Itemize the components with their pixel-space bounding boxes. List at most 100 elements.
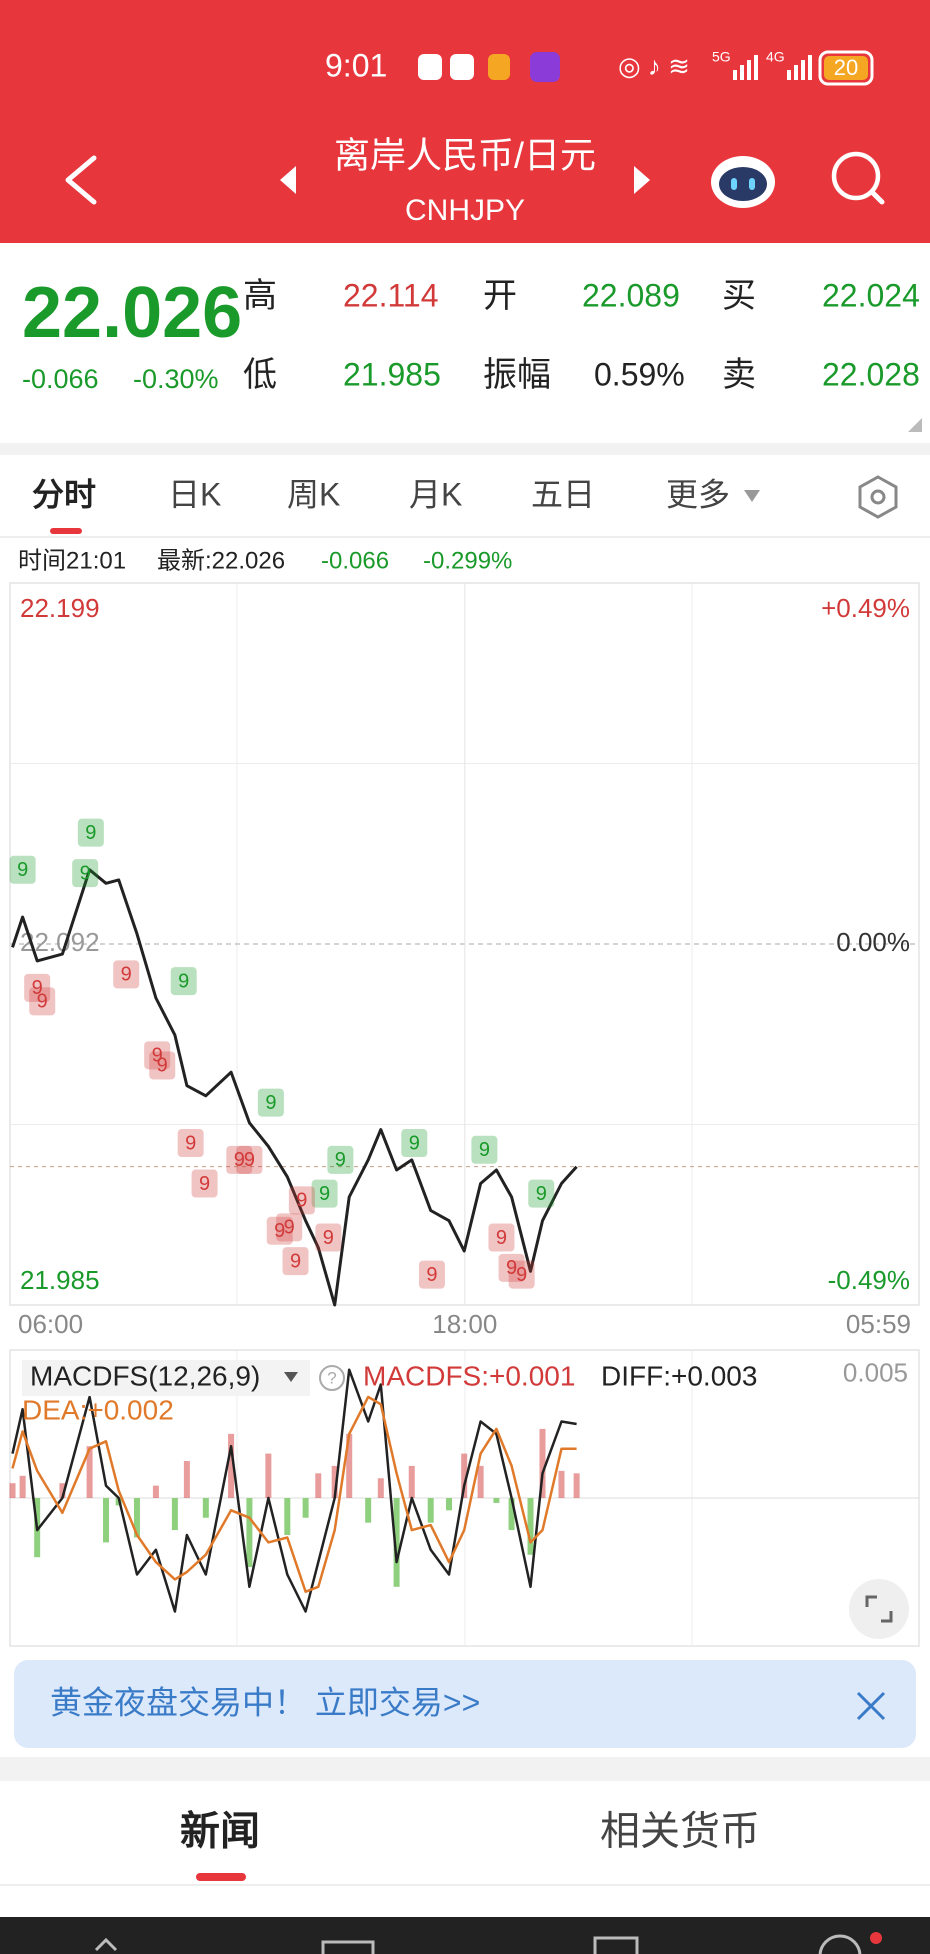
change-pct: -0.30%: [133, 364, 219, 394]
signal-badge: [72, 859, 99, 888]
bottom-tab[interactable]: 新闻: [180, 1810, 260, 1854]
signal-badge: [276, 1213, 303, 1242]
nav-icon[interactable]: [321, 1940, 375, 1954]
macd-bar: [103, 1498, 110, 1543]
signal-label: 9: [185, 1132, 196, 1154]
x-tick-label: 05:59: [846, 1309, 911, 1339]
signal-badge: [9, 855, 36, 884]
stat-value: 22.024: [822, 277, 920, 313]
macd-chart: 0.005: [9, 1358, 919, 1613]
tab[interactable]: 五日: [531, 476, 595, 512]
separator: [0, 443, 930, 455]
status-icon: [488, 54, 510, 80]
signal-label: 9: [479, 1139, 490, 1161]
expand-corner[interactable]: [908, 418, 922, 432]
macd-bar: [446, 1498, 453, 1511]
help-button[interactable]: [319, 1365, 345, 1391]
status-icon: ◎ ♪ ≋: [618, 51, 690, 81]
signal-label: 9: [506, 1257, 517, 1279]
next-button[interactable]: [634, 166, 650, 194]
signal-badge: [257, 1088, 284, 1117]
signal-badge: [77, 818, 104, 847]
signal-badge: [327, 1145, 354, 1174]
signal-badge: [288, 1186, 315, 1215]
signal-badge: [149, 1051, 176, 1080]
signal-label: 9: [17, 859, 28, 881]
fullscreen-button[interactable]: [849, 1579, 909, 1639]
status-icon: [530, 52, 560, 82]
tab[interactable]: 日K: [168, 476, 221, 512]
settings-button[interactable]: [858, 475, 898, 519]
bottom-nav: [0, 1917, 930, 1954]
tab[interactable]: 更多: [666, 476, 730, 512]
stat-label: 开: [483, 277, 517, 315]
stat-value: 22.028: [822, 356, 920, 392]
header-code: CNHJPY: [405, 194, 525, 227]
assistant-button[interactable]: [711, 156, 775, 208]
help-icon: ?: [327, 1368, 336, 1387]
macd-line: [11, 1395, 577, 1593]
macd-bar: [9, 1483, 16, 1498]
settings-icon: [870, 489, 886, 505]
y-tick-label: 22.199: [20, 593, 100, 623]
signal-label: 9: [284, 1217, 295, 1239]
macd-bar: [302, 1498, 309, 1518]
signal-label: 9: [85, 822, 96, 844]
separator: [0, 1757, 930, 1781]
bottom-tab[interactable]: 相关货币: [600, 1810, 760, 1854]
macd-bar: [377, 1478, 384, 1498]
macd-bar: [284, 1498, 291, 1535]
tab[interactable]: 分时: [32, 476, 96, 512]
banner[interactable]: [14, 1660, 916, 1748]
macd-bar: [346, 1433, 353, 1498]
signal-badge: [508, 1260, 535, 1289]
nav-icon[interactable]: [94, 1937, 118, 1952]
prev-button[interactable]: [280, 166, 296, 194]
macd-line: [11, 1368, 577, 1613]
signal-badge: [144, 1041, 171, 1070]
status-icon: [418, 54, 442, 80]
battery: [818, 50, 874, 86]
signal-badge: [311, 1179, 338, 1208]
signal-label: 9: [152, 1045, 163, 1067]
tab[interactable]: 月K: [409, 476, 462, 512]
tab[interactable]: 周K: [287, 476, 340, 512]
signal-label: 9: [426, 1264, 437, 1286]
status-icon: [450, 54, 474, 80]
banner-text[interactable]: 黄金夜盘交易中！ 立即交易>>: [50, 1684, 480, 1720]
search-button[interactable]: [831, 151, 885, 205]
macd-bar: [493, 1498, 500, 1503]
info-latest: 最新:22.026: [157, 547, 285, 574]
signal-label: 9: [178, 970, 189, 992]
signal-label: 9: [296, 1190, 307, 1212]
back-button[interactable]: [65, 155, 97, 205]
banner-close[interactable]: [856, 1691, 886, 1721]
signal-badge: [191, 1169, 218, 1198]
signal-label: 9: [516, 1264, 527, 1286]
stat-value: 0.59%: [594, 356, 685, 392]
macd-bar: [477, 1465, 484, 1498]
assistant-eye: [731, 178, 737, 190]
signal-badge: [315, 1223, 342, 1252]
nav-icon[interactable]: [593, 1936, 639, 1954]
assistant-eye: [749, 178, 755, 190]
signal-label: 9: [319, 1183, 330, 1205]
y-tick-label: 21.985: [20, 1265, 100, 1295]
indicator-dropdown: [284, 1372, 298, 1382]
header-bg: [0, 0, 930, 243]
signal-badge: [401, 1129, 428, 1158]
macd-bar: [19, 1475, 26, 1498]
signal-badge: [282, 1247, 309, 1276]
network-label: 5G: [712, 49, 731, 65]
signal-badge: [498, 1253, 525, 1282]
signal-label: 9: [80, 862, 91, 884]
indicator-selector[interactable]: [22, 1360, 310, 1396]
macd-bar: [527, 1498, 534, 1555]
signal-badge: [29, 987, 56, 1016]
network-label: 4G: [766, 49, 785, 65]
macd-bar: [133, 1498, 140, 1538]
y-tick-label: 0.005: [843, 1358, 908, 1388]
macd-bar: [408, 1465, 415, 1498]
nav-icon[interactable]: [818, 1934, 862, 1954]
